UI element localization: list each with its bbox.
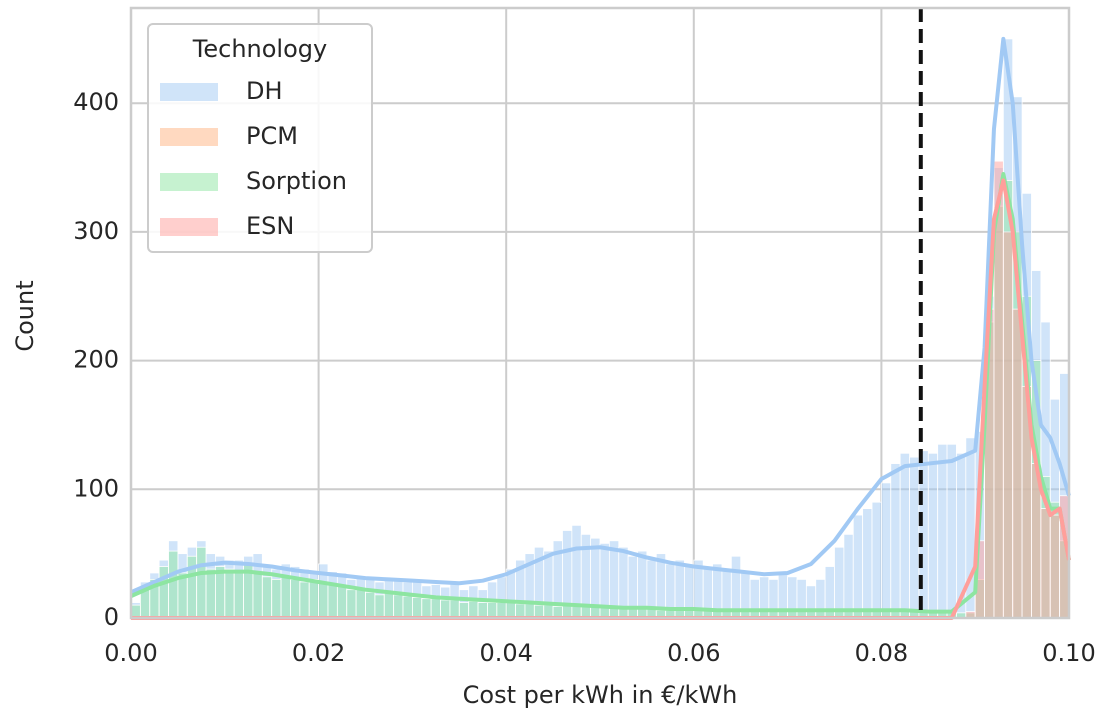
x-tick-label: 0.00 — [104, 639, 157, 667]
histogram-bar — [252, 572, 263, 619]
y-tick-label: 300 — [73, 217, 119, 245]
histogram-bar — [318, 581, 329, 619]
histogram-bar — [852, 514, 864, 619]
x-tick-label: 0.02 — [292, 639, 345, 667]
legend-title: Technology — [192, 35, 327, 63]
histogram-bar — [1002, 231, 1014, 619]
legend-label: ESN — [246, 212, 294, 240]
histogram-bar — [215, 566, 226, 619]
x-axis-label: Cost per kWh in €/kWh — [463, 681, 738, 709]
histogram-bar — [440, 599, 451, 619]
histogram-bar — [336, 585, 348, 619]
x-tick-label: 0.06 — [667, 639, 720, 667]
histogram-bar — [233, 571, 244, 619]
histogram-bar — [411, 597, 423, 619]
histogram-bar — [224, 568, 235, 619]
y-tick-label: 200 — [73, 346, 119, 374]
histogram-bar — [881, 482, 892, 619]
histogram-bar — [862, 508, 873, 619]
histogram-bar — [355, 589, 366, 619]
legend-swatch — [160, 173, 218, 191]
histogram-bar — [890, 463, 901, 619]
histogram-bar — [327, 584, 338, 619]
histogram-bar — [449, 599, 460, 619]
legend-label: Sorption — [246, 167, 347, 195]
histogram-bar — [168, 550, 179, 619]
histogram-bar — [927, 452, 939, 619]
x-tick-label: 0.10 — [1042, 639, 1095, 667]
histogram-bar — [383, 591, 395, 619]
histogram-bar — [196, 546, 207, 619]
histogram-bar — [834, 546, 845, 619]
x-tick-label: 0.04 — [479, 639, 532, 667]
y-tick-label: 400 — [73, 88, 119, 116]
histogram-bar — [205, 568, 216, 619]
histogram-bar — [430, 598, 441, 619]
histogram-bar — [899, 452, 910, 619]
legend-label: DH — [246, 77, 283, 105]
y-tick-label: 100 — [73, 474, 119, 502]
histogram-bar — [290, 578, 301, 619]
legend-label: PCM — [246, 122, 298, 150]
histogram-bar — [458, 602, 470, 619]
histogram-bar — [365, 591, 376, 619]
histogram-bar — [1012, 308, 1023, 619]
histogram-bar — [1040, 508, 1051, 619]
histogram-bar — [909, 456, 920, 619]
histogram-bar — [346, 589, 357, 619]
plot-frame — [129, 6, 1071, 620]
histogram-bar — [261, 576, 273, 619]
kde-line — [130, 36, 1071, 595]
histogram-bar — [421, 598, 432, 619]
histogram-bar — [524, 603, 535, 619]
histogram-bar — [1049, 514, 1061, 619]
histogram-bar — [843, 533, 854, 619]
histogram-bar — [477, 602, 488, 619]
histogram-bar — [937, 443, 948, 619]
histogram-bar — [374, 594, 385, 619]
histogram-bar — [946, 443, 957, 619]
histogram-bar — [299, 581, 310, 619]
histogram-bar — [139, 589, 151, 619]
legend-box — [147, 23, 373, 253]
histogram-bar — [515, 603, 526, 619]
histogram-bar — [487, 602, 498, 619]
histogram-bar — [308, 578, 320, 619]
histogram-bar — [280, 575, 291, 619]
y-axis-label: Count — [11, 280, 39, 351]
histogram-bar — [402, 595, 413, 619]
y-tick-label: 0 — [104, 603, 119, 631]
histogram-bar — [468, 600, 479, 619]
legend-swatch — [160, 128, 218, 146]
histogram-bar — [271, 578, 282, 619]
legend-swatch — [160, 83, 218, 101]
histogram-bar — [871, 501, 882, 619]
histogram-bar — [505, 602, 516, 619]
histogram-bar — [393, 594, 404, 619]
legend-swatch — [160, 218, 218, 236]
x-tick-label: 0.08 — [855, 639, 908, 667]
histogram-bar — [496, 602, 507, 619]
